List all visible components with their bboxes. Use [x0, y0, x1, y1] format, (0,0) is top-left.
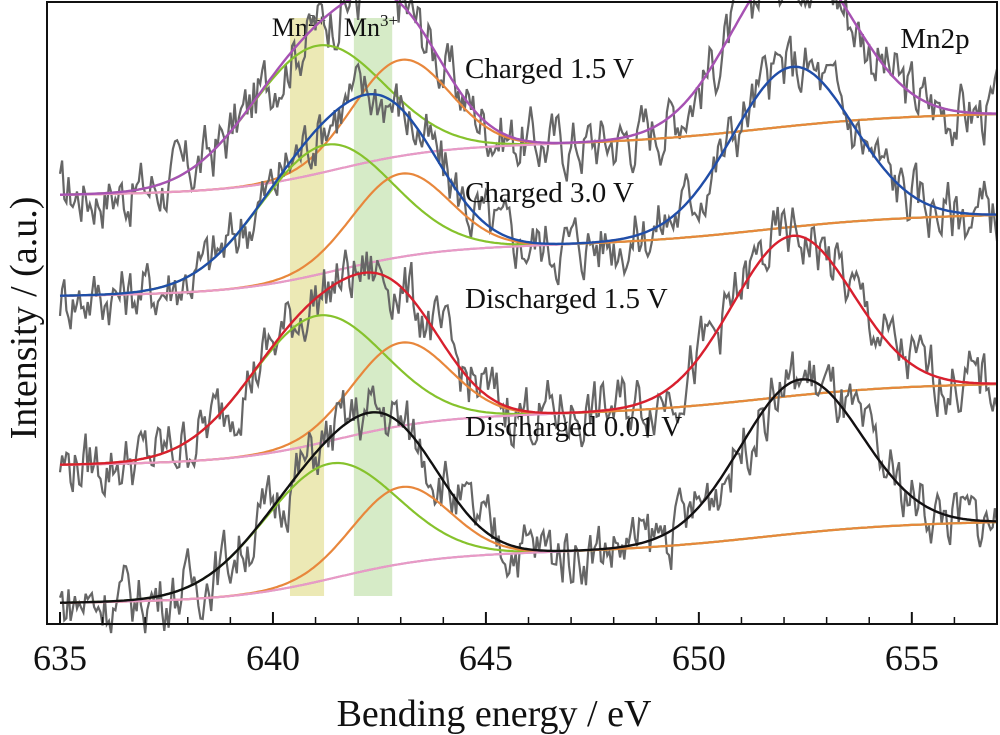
spectrum-3: [58, 351, 999, 634]
x-tick-label: 645: [459, 638, 513, 678]
x-axis-title: Bending energy / eV: [337, 693, 652, 735]
x-axis-ticks: 635 640 645 650 655: [33, 612, 956, 678]
y-axis-title: Intensity / (a.u.): [3, 197, 45, 440]
x-tick-label: 655: [885, 638, 939, 678]
envelope-line: [59, 65, 997, 297]
component-line-1: [60, 341, 998, 466]
spectrum-label: Discharged 1.5 V: [465, 283, 668, 315]
component-line-1: [60, 485, 998, 604]
spectrum-0: [58, 0, 999, 229]
raw-data-line: [58, 35, 999, 330]
envelope-line: [60, 0, 997, 196]
raw-data-line: [58, 206, 999, 499]
spectra-curves: [58, 0, 999, 634]
x-tick-label: 650: [672, 638, 726, 678]
spectrum-2: [58, 206, 999, 499]
envelope-line: [60, 234, 997, 466]
raw-data-line: [58, 0, 999, 229]
x-tick-label: 635: [33, 638, 87, 678]
band-label-mn3: Mn3+: [344, 11, 398, 42]
panel-label: Mn2p: [900, 23, 969, 55]
envelope-line: [59, 378, 998, 604]
spectrum-1: [58, 35, 999, 330]
spectrum-labels: Charged 1.5 V Charged 3.0 V Discharged 1.5…: [465, 53, 682, 443]
oxidation-state-bands: Mn2+ Mn3+: [272, 11, 398, 596]
plot-frame: [46, 1, 998, 625]
raw-data-line: [58, 351, 999, 634]
spectrum-label: Charged 3.0 V: [465, 177, 634, 209]
spectrum-label: Charged 1.5 V: [465, 53, 634, 85]
spectrum-label: Discharged 0.01 V: [465, 411, 682, 443]
x-tick-label: 640: [246, 638, 300, 678]
